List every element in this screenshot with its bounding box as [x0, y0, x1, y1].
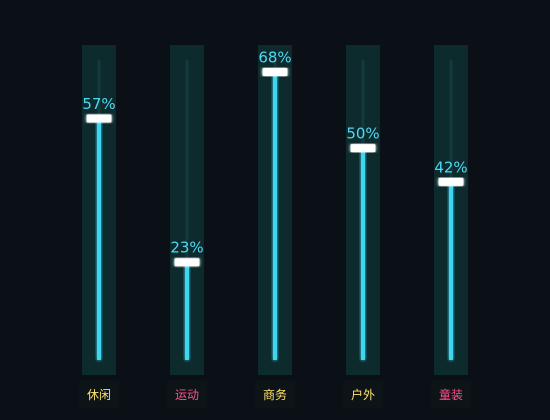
category-label: 运动: [175, 388, 199, 402]
category-label: 童装: [439, 387, 463, 402]
bar-cap-marker: [86, 114, 112, 123]
category-label-box: [79, 380, 119, 408]
data-label: 57%: [82, 95, 115, 113]
category-label-box: [167, 380, 207, 408]
data-label: 42%: [434, 158, 467, 176]
category-label-box: [255, 380, 295, 408]
bar: [185, 262, 189, 360]
bar: [97, 118, 101, 360]
category-label-box: [431, 380, 471, 408]
bar: [449, 182, 453, 360]
bar-cap-marker: [174, 258, 200, 267]
bar-cap-marker: [350, 144, 376, 153]
data-label: 50%: [346, 125, 379, 143]
category-label-box: [343, 380, 383, 408]
bar-cap-marker: [438, 177, 464, 186]
bar: [273, 72, 277, 360]
data-label: 68%: [258, 48, 291, 66]
category-label: 商务: [263, 387, 287, 402]
bar-cap-marker: [262, 67, 288, 76]
bar: [361, 148, 365, 360]
category-label: 休闲: [87, 388, 111, 402]
category-label: 户外: [351, 387, 375, 402]
data-label: 23%: [170, 239, 203, 257]
